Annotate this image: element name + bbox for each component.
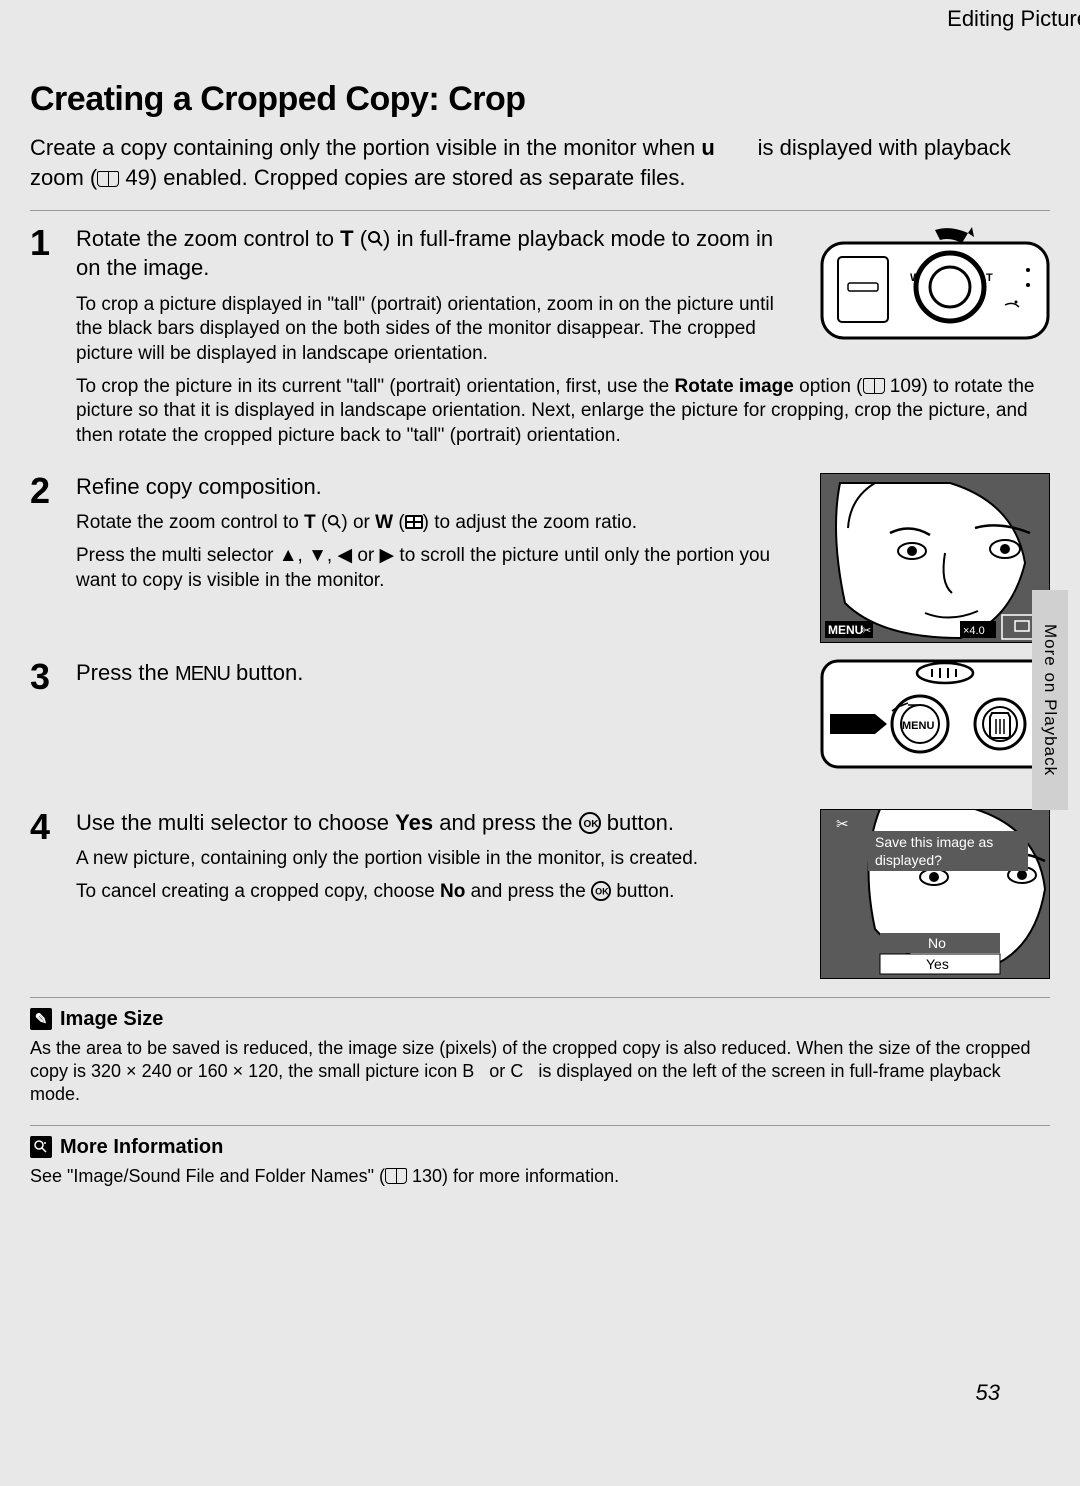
note-title-text: More Information <box>60 1136 223 1159</box>
step-4-illustration: ✂ Save this image as displayed? No Yes <box>820 809 1050 979</box>
svg-text:Save this image as: Save this image as <box>875 834 993 850</box>
svg-text:✂: ✂ <box>836 816 849 833</box>
step-2-desc1: Rotate the zoom control to T () or W () … <box>76 511 800 536</box>
step-2-desc2: Press the multi selector ▲, ▼, ◀ or ▶ to… <box>76 544 800 593</box>
step-4-desc1: A new picture, containing only the porti… <box>76 847 800 872</box>
step-3-illustration: MENU <box>820 659 1050 769</box>
step-2-title: Refine copy composition. <box>76 473 800 502</box>
svg-text:OK: OK <box>583 819 599 830</box>
book-icon <box>863 378 885 394</box>
intro-paragraph: Create a copy containing only the portio… <box>30 133 1050 192</box>
step-3: 3 Press the MENU button. <box>30 659 1050 769</box>
step-number: 2 <box>30 473 62 509</box>
pencil-icon: ✎ <box>30 1008 52 1030</box>
svg-text:T: T <box>986 272 993 284</box>
page-content: Creating a Cropped Copy: Crop Create a c… <box>0 80 1080 1188</box>
step-4-title: Use the multi selector to choose Yes and… <box>76 809 800 838</box>
side-tab: More on Playback <box>1032 590 1068 810</box>
note-title-text: Image Size <box>60 1008 163 1031</box>
step-1-illustration: W T <box>820 225 1050 340</box>
step-2-illustration: MENU ✂ ×4.0 <box>820 473 1050 643</box>
svg-text:✂: ✂ <box>862 625 871 637</box>
page-title: Creating a Cropped Copy: Crop <box>30 80 1050 119</box>
section-title: Editing Pictures <box>947 6 1080 32</box>
step-1: 1 Rotate the zoom control to T () in ful… <box>30 225 1050 456</box>
magnify-icon <box>367 230 383 248</box>
step-1-desc1: To crop a picture displayed in "tall" (p… <box>76 293 800 367</box>
step-number: 4 <box>30 809 62 845</box>
book-icon <box>97 171 119 187</box>
svg-text:MENU: MENU <box>828 623 863 637</box>
step-number: 3 <box>30 659 62 695</box>
step-number: 1 <box>30 225 62 261</box>
note-body: As the area to be saved is reduced, the … <box>30 1037 1050 1107</box>
note-body: See "Image/Sound File and Folder Names" … <box>30 1165 1050 1188</box>
svg-text:W: W <box>910 272 921 284</box>
book-icon <box>385 1168 407 1184</box>
info-icon <box>30 1136 52 1158</box>
step-4: 4 Use the multi selector to choose Yes a… <box>30 809 1050 979</box>
note-image-size: ✎ Image Size As the area to be saved is … <box>30 997 1050 1107</box>
step-1-desc2: To crop the picture in its current "tall… <box>76 375 1050 449</box>
svg-text:displayed?: displayed? <box>875 852 942 868</box>
ok-button-icon: OK <box>579 812 601 834</box>
svg-text:MENU: MENU <box>902 720 934 732</box>
magnify-icon <box>327 514 341 530</box>
page-number: 53 <box>976 1380 1000 1406</box>
svg-text:×4.0: ×4.0 <box>963 625 985 637</box>
step-3-title: Press the MENU button. <box>76 659 800 688</box>
ok-button-icon: OK <box>591 881 611 901</box>
header-bar: Editing Pictures <box>0 0 1080 60</box>
side-tab-label: More on Playback <box>1040 624 1060 776</box>
svg-text:No: No <box>928 935 946 951</box>
thumbnail-icon <box>405 515 423 529</box>
svg-text:OK: OK <box>595 887 609 897</box>
crop-icon: u <box>701 135 714 160</box>
step-4-desc2: To cancel creating a cropped copy, choos… <box>76 880 800 905</box>
step-1-title: Rotate the zoom control to T () in full-… <box>76 225 800 282</box>
note-more-info: More Information See "Image/Sound File a… <box>30 1125 1050 1188</box>
svg-text:Yes: Yes <box>926 956 949 972</box>
step-2: 2 Refine copy composition. Rotate the zo… <box>30 473 1050 643</box>
divider <box>30 210 1050 211</box>
